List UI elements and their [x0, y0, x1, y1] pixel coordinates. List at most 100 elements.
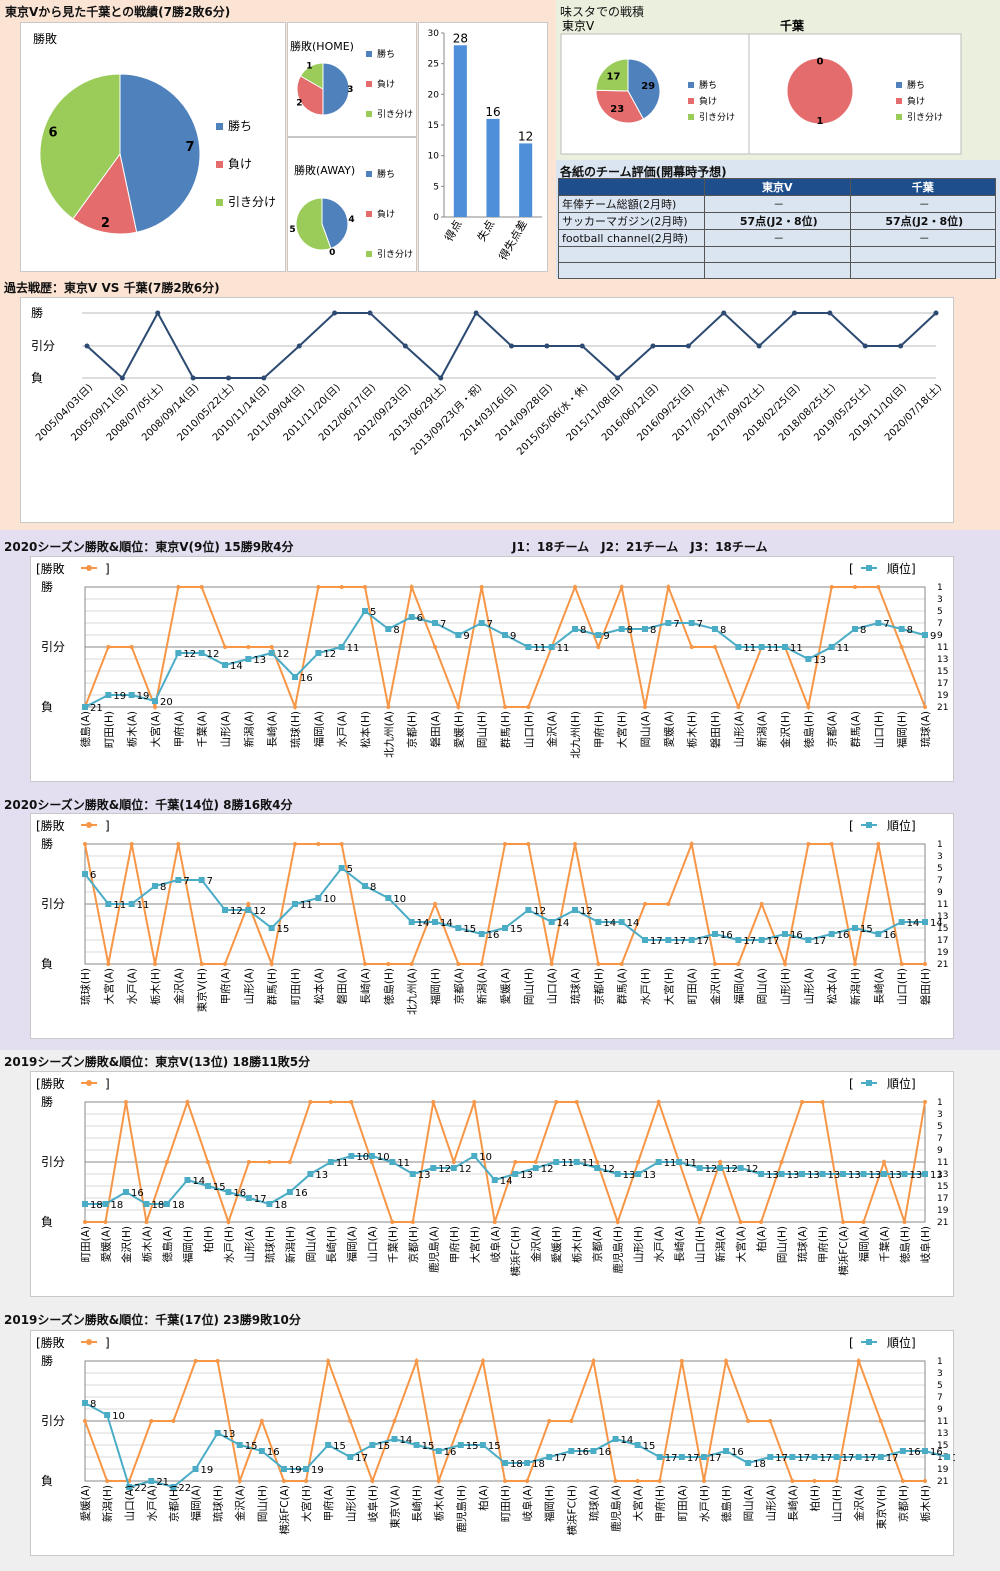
away-pie-panel: 勝敗(AWAY) 4 0 5 勝ち 負け 引き分け [287, 137, 417, 272]
opponent-label: 徳島(H) [802, 711, 815, 748]
legend-label: 勝ち [907, 79, 925, 91]
rank-label: 12 [725, 1164, 738, 1175]
rank-label: 16 [444, 1447, 457, 1458]
opponent-label: 金沢(H) [120, 1226, 133, 1263]
rank-point [642, 937, 648, 943]
rank-label: 16 [883, 930, 896, 941]
rank-point [512, 1171, 519, 1177]
rank-point [881, 1171, 888, 1177]
away-pie-title: 勝敗(AWAY) [294, 163, 355, 177]
result-point [436, 1479, 441, 1483]
pie-title: 勝敗 [33, 31, 57, 46]
rank-label: 8 [720, 625, 726, 636]
rank-point [225, 1189, 232, 1195]
rank-label: 19 [311, 1465, 324, 1476]
y-label: 勝 [41, 1353, 53, 1368]
y-label: 勝 [31, 305, 43, 320]
result-point [503, 1479, 507, 1483]
rank-label: 12 [533, 906, 546, 917]
rank-label: 17 [952, 1453, 955, 1464]
rank-label: 19 [201, 1465, 214, 1476]
rank-point [280, 1466, 287, 1472]
rank-point [204, 1183, 211, 1189]
result-point [876, 842, 881, 846]
rank-point [789, 1454, 796, 1460]
bar-category: 得点 [442, 218, 464, 244]
rank-line [85, 1154, 925, 1206]
rank-point [735, 937, 742, 943]
rank-point [767, 1454, 774, 1460]
rank-label: 16 [837, 930, 850, 941]
result-point [579, 343, 585, 349]
rank-label: 18 [151, 1200, 164, 1211]
legend-close: ] [105, 1077, 110, 1091]
y-label: 負 [41, 957, 53, 971]
result-point [304, 1479, 309, 1483]
result-point [83, 1220, 87, 1224]
rank-label: 16 [930, 1447, 943, 1458]
eval-row [558, 262, 996, 279]
result-point [768, 1419, 773, 1423]
opponent-label: 岡山(H) [477, 711, 489, 748]
result-point [738, 1220, 743, 1224]
rank-label: 13 [889, 1170, 902, 1181]
opponent-label: 群馬(A) [616, 968, 629, 1004]
rank-tick: 17 [937, 1194, 948, 1204]
result-point [83, 1419, 87, 1423]
result-point [316, 842, 321, 846]
result-point [267, 1160, 272, 1164]
result-point [456, 705, 461, 709]
result-point [153, 962, 157, 966]
rank-point [548, 919, 555, 925]
legend-marker [866, 1080, 872, 1086]
rank-point [676, 1159, 683, 1165]
rank-label: 13 [869, 1170, 882, 1181]
rank-point [922, 1171, 928, 1177]
opponent-label: 愛媛(H) [550, 1226, 563, 1263]
result-point [595, 1160, 600, 1164]
rank-point [553, 1159, 560, 1165]
rank-label: 17 [355, 1453, 368, 1464]
home-pie-title: 勝敗(HOME) [290, 39, 354, 53]
rank-point [860, 1171, 867, 1177]
pie-slice [322, 62, 350, 116]
result-point [806, 705, 811, 709]
rank-label: 13 [253, 655, 266, 666]
result-point [596, 962, 601, 966]
eval-row [558, 246, 996, 263]
rank-point [471, 1153, 478, 1159]
rank-point [852, 626, 858, 632]
history-panel: 勝引分負 2005/04/03(日) 2005/09/11(日) 2008/07/05… [20, 297, 954, 523]
rank-label: 11 [790, 643, 803, 654]
rank-point [712, 931, 718, 937]
opponent-label: 京都(A) [826, 711, 839, 747]
opponent-label: 群馬(A) [849, 711, 862, 747]
opponent-label: 大宮(H) [662, 968, 675, 1005]
rank-label: 5 [370, 607, 376, 618]
rank-point [546, 1454, 553, 1460]
rank-label: 14 [500, 1176, 513, 1187]
result-point [349, 1100, 354, 1104]
rank-label: 15 [422, 1441, 435, 1452]
result-point [296, 343, 302, 349]
ajista-chiba-label: 千葉 [780, 18, 805, 33]
rank-point [105, 692, 112, 698]
opponent-label: 長崎(A) [872, 968, 885, 1004]
opponent-label: 甲府(H) [817, 1226, 830, 1263]
rank-label: 13 [807, 1170, 820, 1181]
rank-label: 12 [207, 649, 220, 660]
rank-tick: 21 [937, 703, 948, 713]
result-point [370, 1479, 375, 1483]
result-point [479, 962, 484, 966]
result-point [829, 842, 834, 846]
rank-point [612, 1436, 619, 1442]
result-point [339, 585, 344, 589]
opponent-label: 水戸(A) [337, 711, 349, 747]
rank-label: 12 [746, 1164, 759, 1175]
rank-point [922, 1448, 928, 1454]
opponent-label: 新潟(H) [284, 1226, 297, 1263]
rank-label: 17 [743, 936, 756, 947]
rank-label: 14 [399, 1435, 412, 1446]
